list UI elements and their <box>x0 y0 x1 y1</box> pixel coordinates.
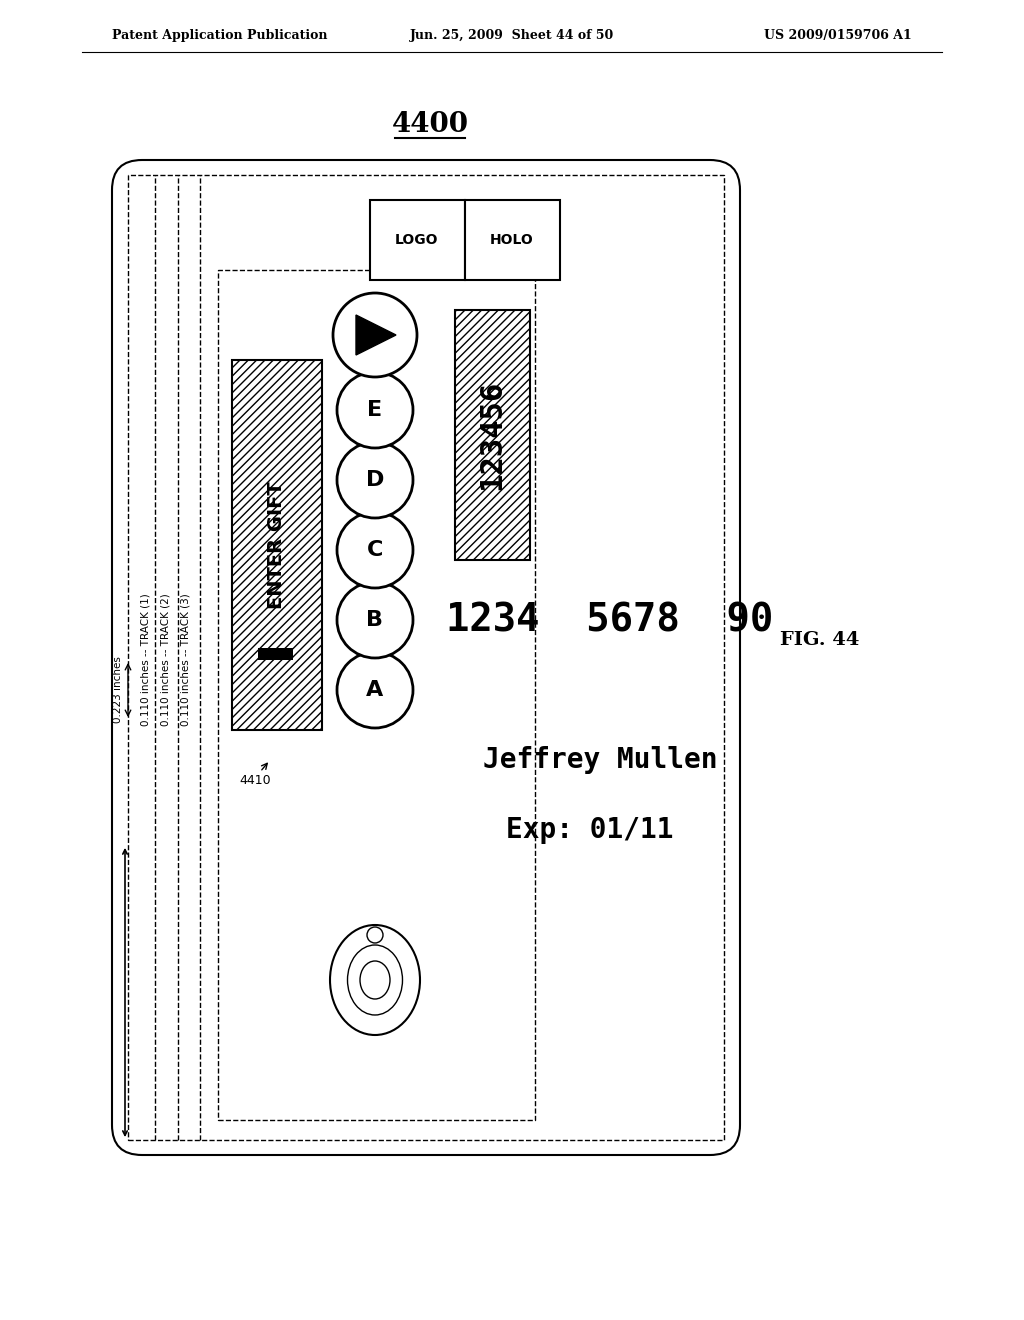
Text: 123456: 123456 <box>477 380 507 490</box>
Text: HOLO: HOLO <box>490 234 534 247</box>
Text: LOGO: LOGO <box>395 234 438 247</box>
Text: 1234  5678  90: 1234 5678 90 <box>446 601 773 639</box>
Bar <box>465 201 560 280</box>
Text: Patent Application Publication: Patent Application Publication <box>112 29 328 41</box>
FancyBboxPatch shape <box>112 160 740 1155</box>
Text: 0.110 inches -- TRACK (3): 0.110 inches -- TRACK (3) <box>180 594 190 726</box>
Bar <box>232 360 322 730</box>
Text: Jun. 25, 2009  Sheet 44 of 50: Jun. 25, 2009 Sheet 44 of 50 <box>410 29 614 41</box>
Bar <box>455 310 530 560</box>
Ellipse shape <box>330 925 420 1035</box>
Polygon shape <box>356 315 396 355</box>
Text: 0.110 inches -- TRACK (2): 0.110 inches -- TRACK (2) <box>160 594 170 726</box>
Text: A: A <box>367 680 384 700</box>
Bar <box>128 176 724 1140</box>
Circle shape <box>337 372 413 447</box>
Bar <box>258 648 293 660</box>
Text: Exp: 01/11: Exp: 01/11 <box>506 816 674 843</box>
Text: 4400: 4400 <box>391 111 469 139</box>
Text: C: C <box>367 540 383 560</box>
Text: E: E <box>368 400 383 420</box>
Circle shape <box>337 582 413 657</box>
Text: D: D <box>366 470 384 490</box>
Circle shape <box>337 442 413 517</box>
Text: 4410: 4410 <box>240 774 270 787</box>
Text: 0.223 inches: 0.223 inches <box>113 656 123 723</box>
Bar <box>218 271 535 1119</box>
Circle shape <box>333 293 417 378</box>
Circle shape <box>337 652 413 729</box>
Text: ENTER GIFT: ENTER GIFT <box>267 480 287 609</box>
Bar <box>370 201 465 280</box>
Text: US 2009/0159706 A1: US 2009/0159706 A1 <box>764 29 912 41</box>
Text: Jeffrey Mullen: Jeffrey Mullen <box>482 746 717 774</box>
Text: FIG. 44: FIG. 44 <box>780 631 860 649</box>
Text: 0.110 inches -- TRACK (1): 0.110 inches -- TRACK (1) <box>140 594 150 726</box>
Text: B: B <box>367 610 384 630</box>
Circle shape <box>337 512 413 587</box>
